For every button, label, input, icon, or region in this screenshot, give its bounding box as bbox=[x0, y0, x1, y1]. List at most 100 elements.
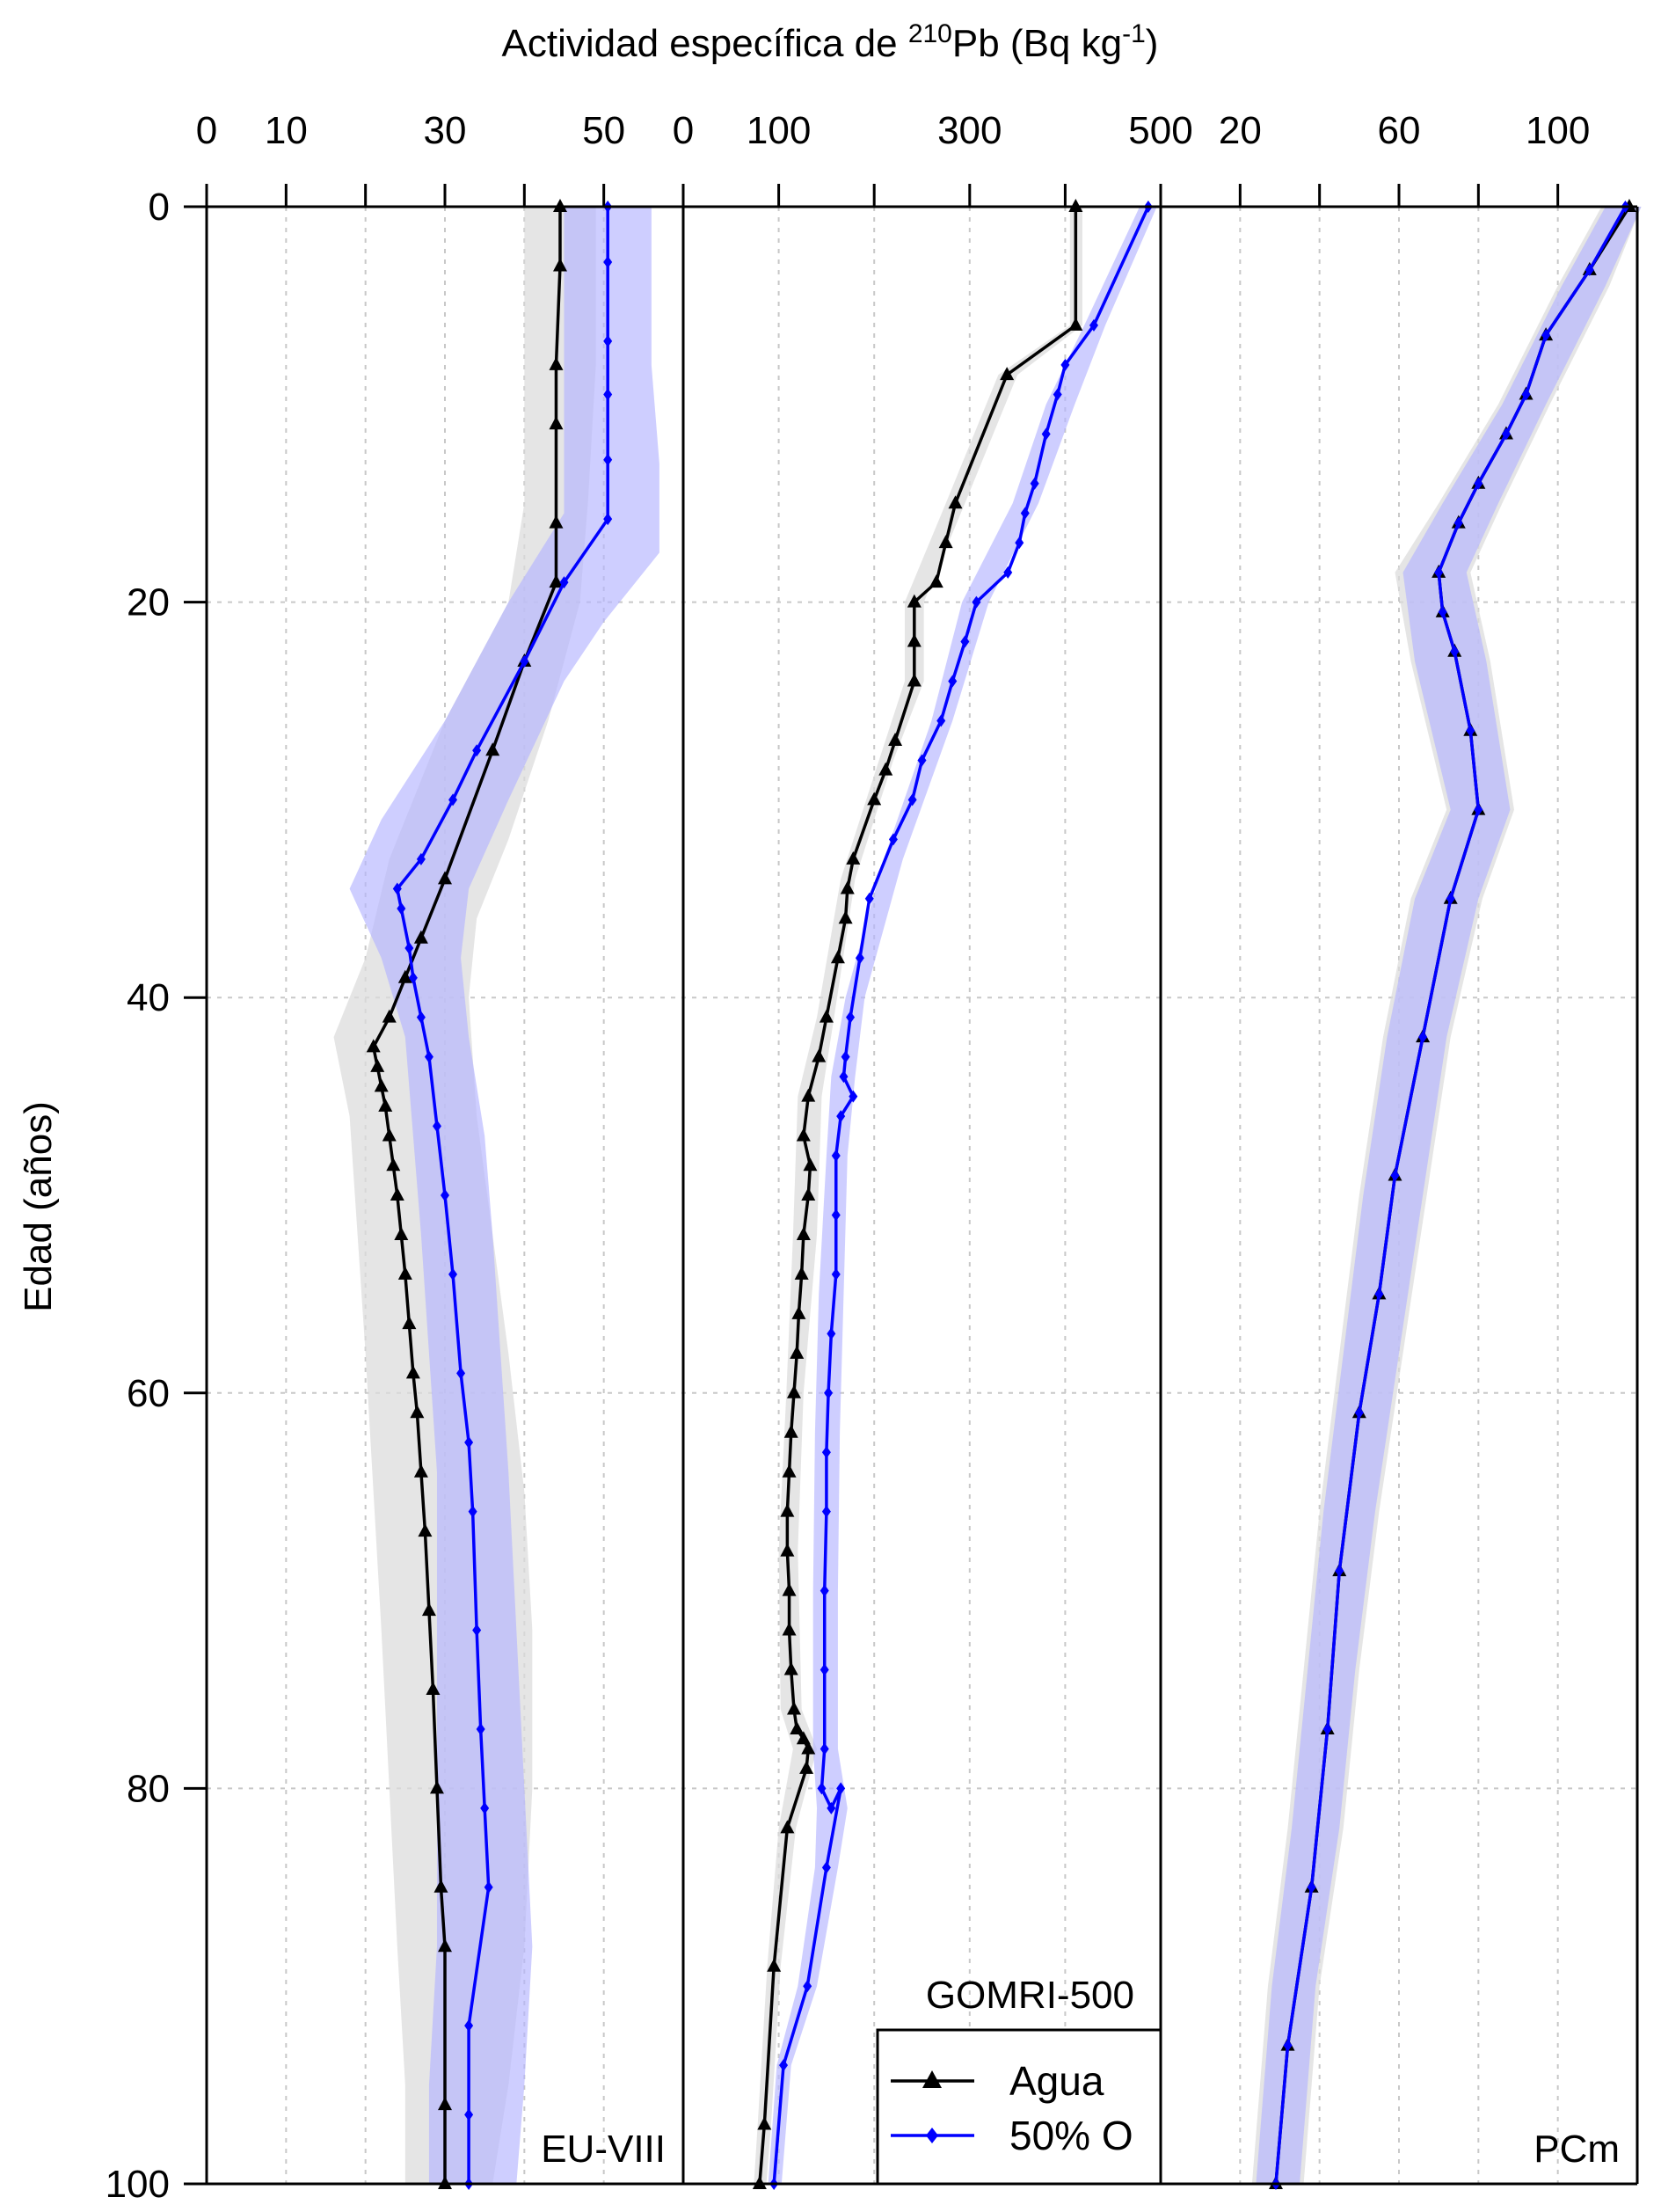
data-point-50pct-o bbox=[779, 2059, 789, 2072]
data-point-50pct-o bbox=[1438, 605, 1447, 618]
x-tick-label: 0 bbox=[673, 109, 694, 152]
data-point-50pct-o bbox=[1585, 263, 1594, 276]
data-point-50pct-o bbox=[559, 576, 569, 589]
data-point-50pct-o bbox=[841, 1050, 850, 1063]
data-point-50pct-o bbox=[917, 754, 927, 767]
data-point-agua bbox=[413, 930, 428, 944]
data-point-50pct-o bbox=[484, 1880, 493, 1894]
data-point-agua bbox=[782, 1622, 797, 1636]
x-tick-label: 30 bbox=[424, 109, 467, 152]
data-point-50pct-o bbox=[839, 1070, 849, 1084]
data-point-agua bbox=[790, 1345, 805, 1359]
data-point-agua bbox=[929, 574, 943, 588]
data-point-agua bbox=[370, 1058, 385, 1072]
data-point-agua bbox=[878, 762, 893, 776]
data-point-agua bbox=[838, 910, 853, 924]
data-point-agua bbox=[796, 1226, 811, 1240]
data-point-agua bbox=[1000, 367, 1015, 381]
data-point-50pct-o bbox=[1030, 477, 1039, 490]
x-tick-label: 0 bbox=[196, 109, 217, 152]
data-point-agua bbox=[791, 1305, 806, 1319]
data-point-50pct-o bbox=[1474, 803, 1483, 816]
x-tick-label: 60 bbox=[1378, 109, 1421, 152]
data-point-agua bbox=[549, 356, 564, 370]
data-point-50pct-o bbox=[472, 1624, 482, 1637]
data-point-agua bbox=[402, 1316, 417, 1330]
panel-label: GOMRI-500 bbox=[926, 1974, 1134, 2017]
data-point-50pct-o bbox=[864, 892, 874, 905]
data-point-agua bbox=[394, 1226, 409, 1240]
y-tick-label: 60 bbox=[127, 1372, 170, 1415]
uncertainty-band-50pct-o bbox=[1256, 207, 1642, 2184]
x-tick-label: 300 bbox=[937, 109, 1002, 152]
data-point-agua bbox=[390, 1187, 404, 1201]
data-point-agua bbox=[786, 1701, 801, 1715]
data-point-agua bbox=[790, 1720, 805, 1734]
series-line-50pct-o bbox=[1274, 206, 1627, 2185]
data-point-agua bbox=[938, 535, 953, 549]
data-point-50pct-o bbox=[1466, 724, 1475, 737]
data-point-50pct-o bbox=[408, 971, 418, 984]
data-point-agua bbox=[757, 2116, 772, 2130]
y-tick-label: 40 bbox=[127, 976, 170, 1019]
data-point-50pct-o bbox=[1541, 329, 1551, 342]
data-point-agua bbox=[549, 416, 564, 430]
data-point-50pct-o bbox=[821, 1505, 831, 1518]
data-point-agua bbox=[907, 594, 922, 608]
data-point-50pct-o bbox=[1474, 477, 1483, 490]
data-point-50pct-o bbox=[1501, 427, 1511, 441]
data-point-50pct-o bbox=[849, 1090, 858, 1103]
data-point-50pct-o bbox=[603, 255, 613, 268]
data-point-agua bbox=[410, 1405, 425, 1419]
data-point-50pct-o bbox=[1390, 1169, 1400, 1182]
data-point-agua bbox=[819, 1009, 834, 1023]
data-point-50pct-o bbox=[464, 1436, 474, 1449]
data-point-50pct-o bbox=[416, 1011, 426, 1024]
data-point-50pct-o bbox=[936, 714, 946, 727]
panel-label: PCm bbox=[1534, 2128, 1620, 2171]
data-point-agua bbox=[801, 1741, 816, 1755]
data-point-agua bbox=[867, 792, 882, 806]
data-point-50pct-o bbox=[1060, 358, 1070, 371]
data-point-50pct-o bbox=[836, 1110, 846, 1123]
data-point-50pct-o bbox=[1335, 1565, 1344, 1578]
data-point-50pct-o bbox=[424, 1050, 433, 1063]
data-point-agua bbox=[378, 1098, 393, 1112]
data-point-50pct-o bbox=[831, 1208, 841, 1222]
data-point-agua bbox=[796, 1128, 811, 1142]
data-point-50pct-o bbox=[1283, 2039, 1293, 2052]
data-point-50pct-o bbox=[456, 1367, 466, 1380]
data-point-50pct-o bbox=[1521, 388, 1531, 401]
legend: Agua 50% O bbox=[876, 2028, 1162, 2186]
data-point-agua bbox=[803, 1157, 818, 1172]
data-point-50pct-o bbox=[416, 852, 426, 865]
x-tick-label: 500 bbox=[1128, 109, 1192, 152]
y-tick-label: 20 bbox=[127, 581, 170, 624]
data-point-50pct-o bbox=[820, 1742, 829, 1756]
data-point-50pct-o bbox=[836, 1782, 846, 1795]
data-point-50pct-o bbox=[480, 1801, 490, 1814]
legend-marker-triangle bbox=[922, 2070, 942, 2088]
data-point-agua bbox=[418, 1523, 433, 1537]
uncertainty-band-50pct-o bbox=[349, 207, 659, 2184]
data-point-50pct-o bbox=[520, 655, 529, 668]
data-point-50pct-o bbox=[1450, 645, 1460, 658]
data-point-agua bbox=[782, 1464, 797, 1478]
data-point-agua bbox=[907, 673, 922, 687]
x-tick-label: 50 bbox=[582, 109, 625, 152]
data-point-agua bbox=[438, 871, 452, 885]
data-point-agua bbox=[397, 1266, 412, 1280]
data-point-50pct-o bbox=[820, 1584, 829, 1597]
data-point-agua bbox=[799, 1760, 814, 1774]
panel-pcm: 20 60 100 PCm bbox=[1219, 109, 1642, 2190]
panel-eu-viii: 0 10 30 50 EU-VIII bbox=[196, 109, 666, 2190]
y-axis-label: Edad (años) bbox=[17, 1101, 60, 1312]
data-point-agua bbox=[433, 1879, 448, 1893]
data-point-50pct-o bbox=[404, 942, 414, 954]
data-point-50pct-o bbox=[432, 1120, 441, 1133]
data-point-50pct-o bbox=[1015, 537, 1024, 550]
data-point-50pct-o bbox=[1434, 566, 1444, 579]
data-point-50pct-o bbox=[464, 2108, 474, 2121]
data-point-50pct-o bbox=[831, 1267, 841, 1281]
y-tick-label: 0 bbox=[149, 186, 170, 229]
